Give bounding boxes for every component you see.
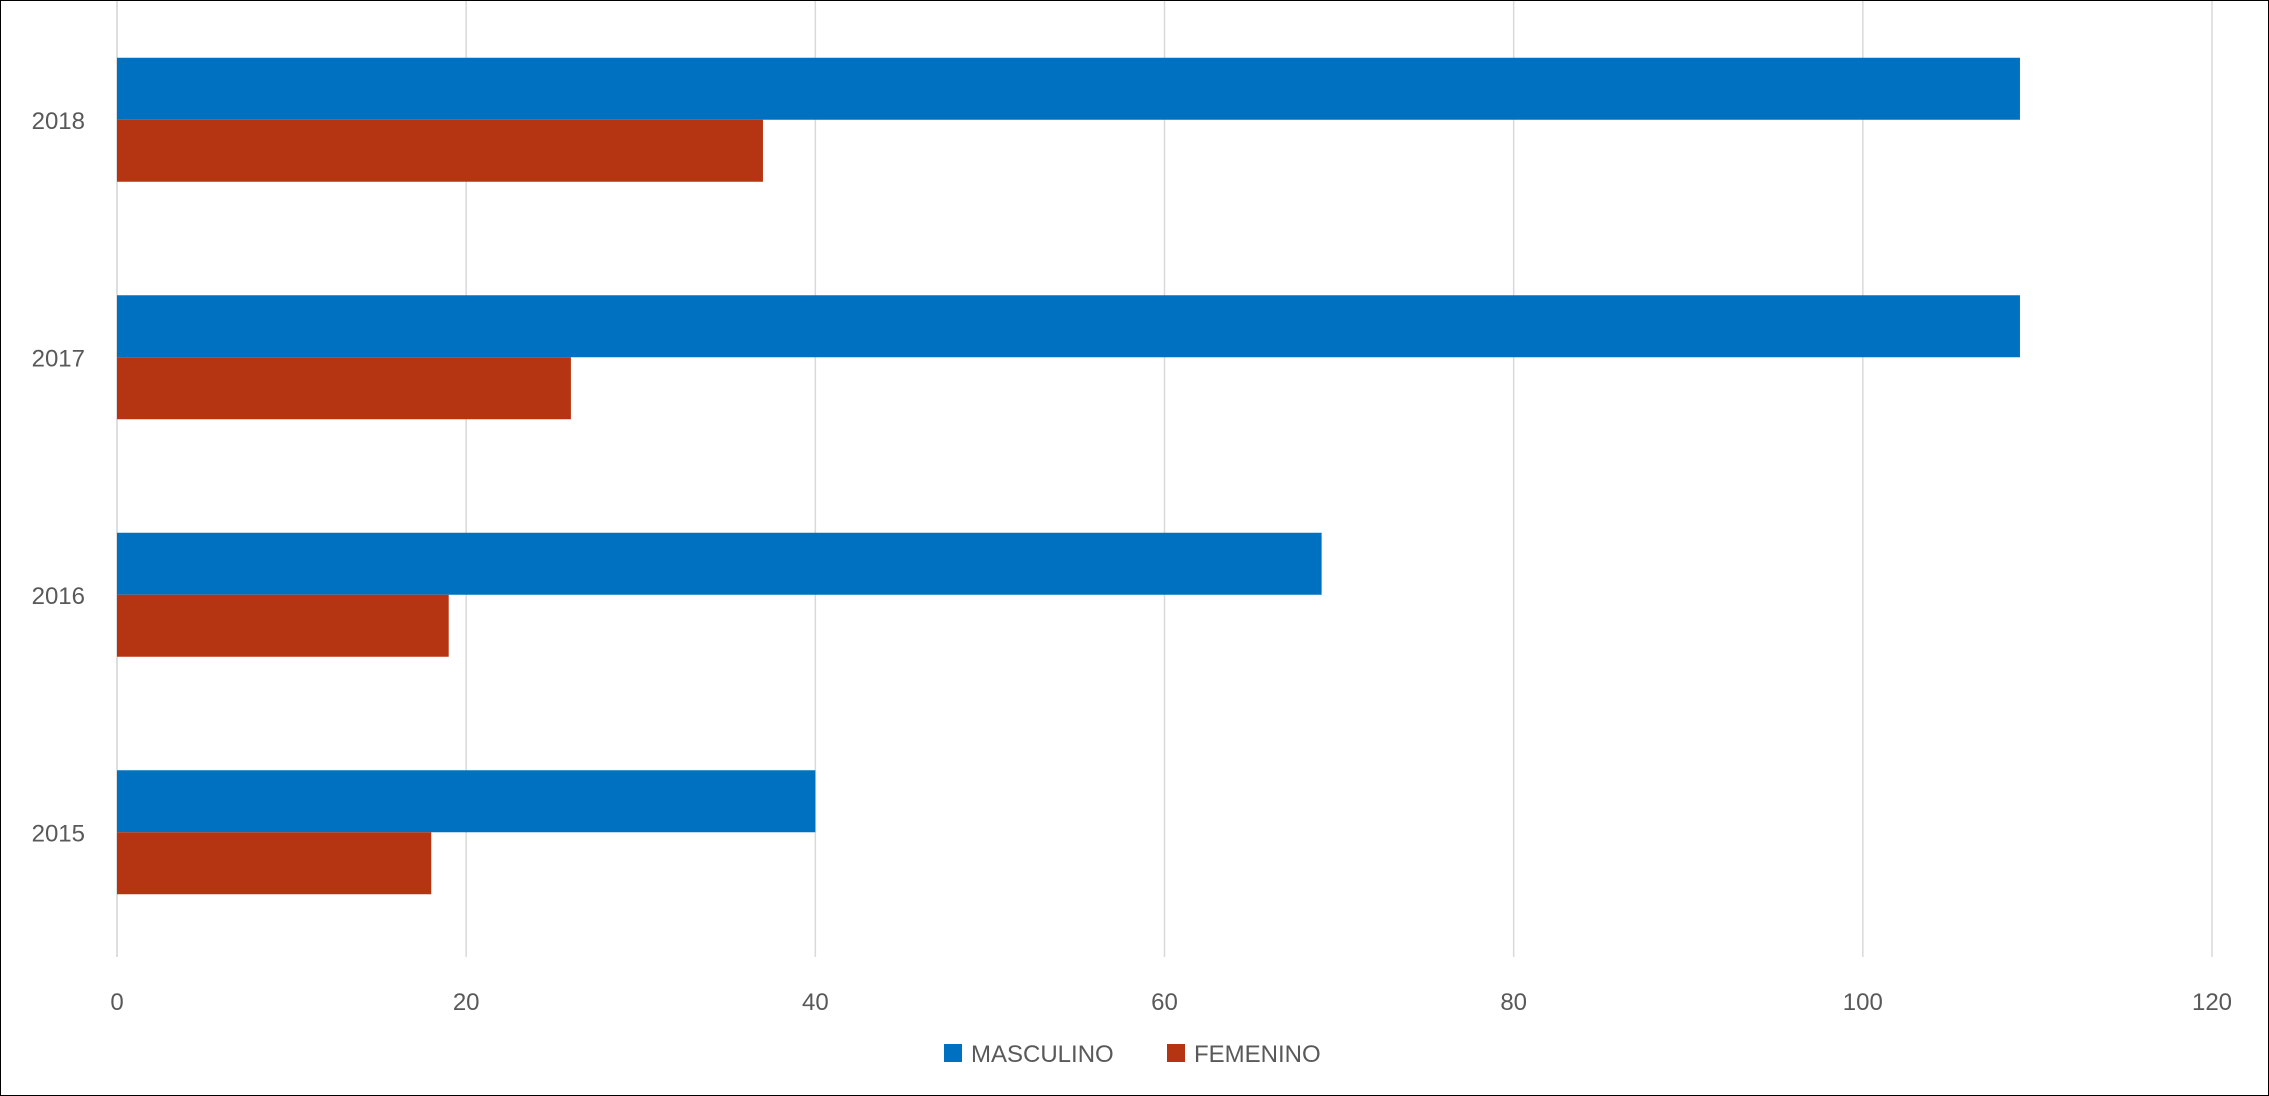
bar-femenino-2018: [117, 119, 763, 182]
x-tick-label: 80: [1500, 989, 1527, 1016]
category-labels: 2015 2016 2017 2018: [32, 108, 85, 848]
legend: MASCULINO FEMENINO: [944, 1041, 1321, 1068]
bar-masculino-2016: [117, 532, 1322, 595]
legend-label-masculino: MASCULINO: [971, 1041, 1114, 1068]
x-axis-tick-labels: 0 20 40 60 80 100 120: [110, 989, 2232, 1016]
x-tick-label: 60: [1151, 989, 1178, 1016]
legend-swatch-femenino: [1167, 1044, 1185, 1062]
bar-femenino-2017: [117, 357, 571, 420]
category-label: 2017: [32, 345, 85, 372]
legend-label-femenino: FEMENINO: [1194, 1041, 1321, 1068]
x-tick-label: 120: [2192, 989, 2232, 1016]
x-tick-label: 20: [453, 989, 480, 1016]
bar-masculino-2018: [117, 57, 2020, 120]
category-label: 2015: [32, 820, 85, 847]
bar-femenino-2015: [117, 832, 432, 895]
x-tick-label: 0: [110, 989, 123, 1016]
category-label: 2018: [32, 108, 85, 135]
x-tick-label: 100: [1843, 989, 1883, 1016]
bar-femenino-2016: [117, 594, 449, 657]
bars: [117, 57, 2020, 895]
category-label: 2016: [32, 583, 85, 610]
legend-swatch-masculino: [944, 1044, 962, 1062]
bar-masculino-2015: [117, 770, 816, 833]
x-tick-label: 40: [802, 989, 829, 1016]
bar-masculino-2017: [117, 295, 2020, 358]
